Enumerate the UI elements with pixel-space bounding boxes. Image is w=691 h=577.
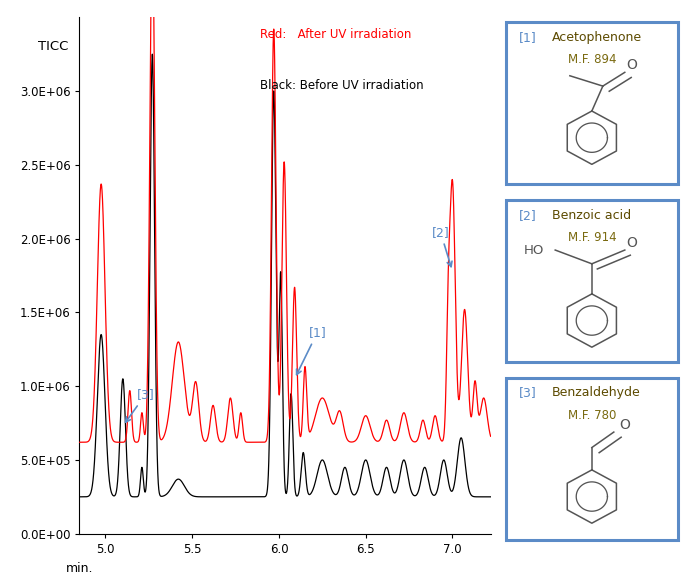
FancyBboxPatch shape [506,378,678,539]
Text: M.F. 780: M.F. 780 [567,409,616,422]
Text: M.F. 894: M.F. 894 [567,54,616,66]
Text: TICC: TICC [39,40,68,54]
Text: Black: Before UV irradiation: Black: Before UV irradiation [261,79,424,92]
FancyBboxPatch shape [506,23,678,184]
Text: [1]: [1] [518,31,536,44]
Text: [2]: [2] [432,226,452,267]
Text: [2]: [2] [518,209,536,222]
Text: O: O [619,418,630,432]
Text: [3]: [3] [126,388,155,422]
Text: O: O [627,58,638,73]
Text: Red:   After UV irradiation: Red: After UV irradiation [261,28,412,40]
Text: [1]: [1] [296,326,326,374]
Text: O: O [627,236,638,250]
FancyBboxPatch shape [506,200,678,362]
Text: Benzoic acid: Benzoic acid [551,209,631,222]
Text: HO: HO [524,243,545,257]
Text: Acetophenone: Acetophenone [551,31,642,44]
Text: M.F. 914: M.F. 914 [567,231,616,244]
Text: [3]: [3] [518,387,536,399]
Text: Benzaldehyde: Benzaldehyde [551,387,641,399]
X-axis label: min.: min. [66,562,93,575]
